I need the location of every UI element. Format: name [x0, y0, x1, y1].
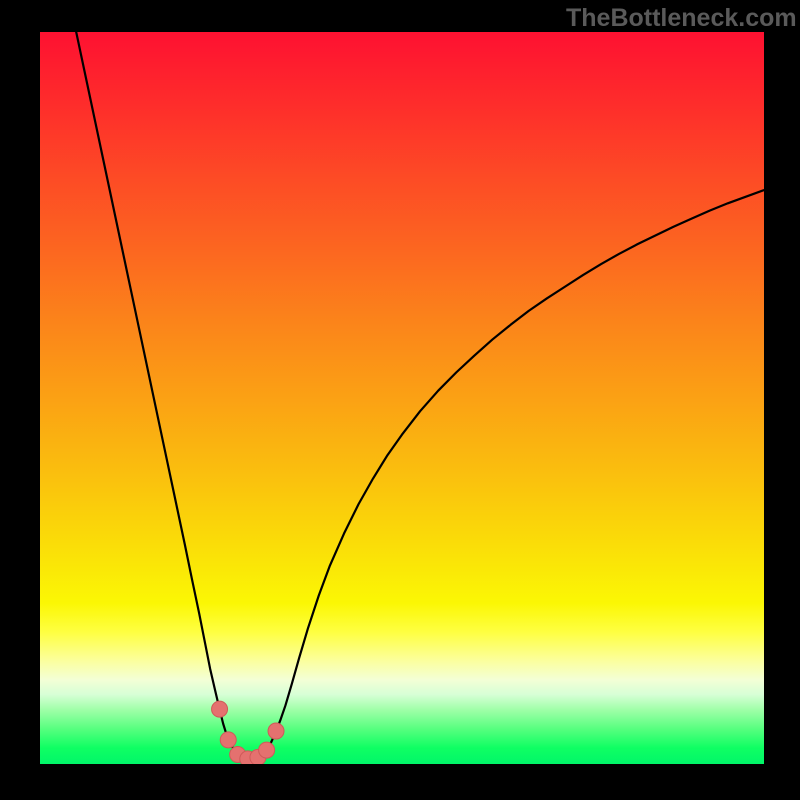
curve-marker	[212, 701, 228, 717]
chart-canvas: TheBottleneck.com	[0, 0, 800, 800]
watermark-label: TheBottleneck.com	[566, 4, 797, 33]
plot-area	[40, 32, 764, 764]
curve-marker	[220, 732, 236, 748]
curve-marker	[268, 723, 284, 739]
plot-svg	[40, 32, 764, 764]
curve-marker	[259, 742, 275, 758]
gradient-bg	[40, 32, 764, 764]
